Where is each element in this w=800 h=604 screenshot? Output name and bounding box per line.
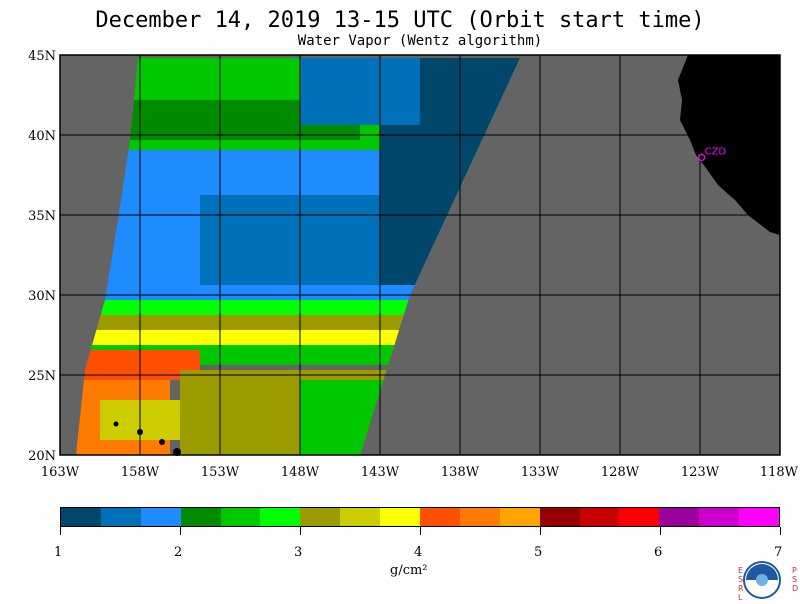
colorbar-tick-mark xyxy=(420,527,421,535)
station-label: CZD xyxy=(705,146,727,157)
colorbar-swatch xyxy=(579,508,620,526)
lon-label: 123W xyxy=(681,465,720,480)
colorbar-swatch xyxy=(300,508,341,526)
colorbar-tick-label: 4 xyxy=(414,545,423,560)
lon-label: 153W xyxy=(201,465,240,480)
colorbar-swatch xyxy=(140,508,181,526)
lon-label: 143W xyxy=(361,465,400,480)
colorbar-swatch xyxy=(260,508,301,526)
california-coast xyxy=(678,55,780,235)
colorbar-tick-label: 5 xyxy=(534,545,543,560)
colorbar-swatch xyxy=(420,508,460,526)
lon-label: 163W xyxy=(41,465,80,480)
colorbar-tick-mark xyxy=(60,527,61,535)
lon-label: 148W xyxy=(281,465,320,480)
lon-label: 133W xyxy=(521,465,560,480)
colorbar-swatch xyxy=(100,508,141,526)
colorbar-tick-label: 1 xyxy=(54,545,63,560)
colorbar-tick-mark xyxy=(180,527,181,535)
colorbar-tick-label: 6 xyxy=(654,545,663,560)
colorbar-tick-label: 7 xyxy=(774,545,783,560)
colorbar-swatch xyxy=(459,508,500,526)
lat-label: 35N xyxy=(28,209,56,224)
colorbar-swatch xyxy=(380,508,421,526)
colorbar-swatch xyxy=(539,508,580,526)
lat-label: 25N xyxy=(28,369,56,384)
colorbar-units: g/cm² xyxy=(390,563,428,578)
colorbar-swatch xyxy=(739,508,780,526)
station-marker: CZD xyxy=(697,146,727,161)
vapor-band-blue-ne xyxy=(300,58,420,125)
colorbar-tick-mark xyxy=(540,527,541,535)
noaa-logo-icon xyxy=(742,560,782,600)
colorbar-swatch xyxy=(220,508,261,526)
colorbar-tick-label: 3 xyxy=(294,545,303,560)
colorbar-swatch xyxy=(699,508,740,526)
lon-label: 158W xyxy=(121,465,160,480)
lat-label: 45N xyxy=(28,49,56,64)
colorbar-tick-mark xyxy=(660,527,661,535)
lon-label: 118W xyxy=(760,465,799,480)
colorbar-swatch xyxy=(659,508,700,526)
map-frame xyxy=(59,54,781,456)
map-subtitle: Water Vapor (Wentz algorithm) xyxy=(297,33,543,49)
lat-label: 30N xyxy=(28,289,56,304)
colorbar-tick-mark xyxy=(300,527,301,535)
lat-label: 40N xyxy=(28,129,56,144)
colorbar-swatch xyxy=(61,508,101,526)
island-kauai xyxy=(113,421,119,427)
lon-label: 128W xyxy=(601,465,640,480)
colorbar-swatch xyxy=(180,508,221,526)
colorbar-tick-mark xyxy=(780,527,781,535)
island-maui xyxy=(159,439,165,445)
colorbar-swatch xyxy=(619,508,660,526)
lat-label: 20N xyxy=(28,449,56,464)
colorbar xyxy=(60,507,780,527)
lon-label: 138W xyxy=(441,465,480,480)
colorbar-swatch xyxy=(340,508,381,526)
island-hawaii xyxy=(173,448,181,456)
map-title: December 14, 2019 13-15 UTC (Orbit start… xyxy=(95,8,705,33)
colorbar-tick-label: 2 xyxy=(174,545,183,560)
colorbar-swatch xyxy=(499,508,540,526)
station-circle xyxy=(697,153,706,161)
